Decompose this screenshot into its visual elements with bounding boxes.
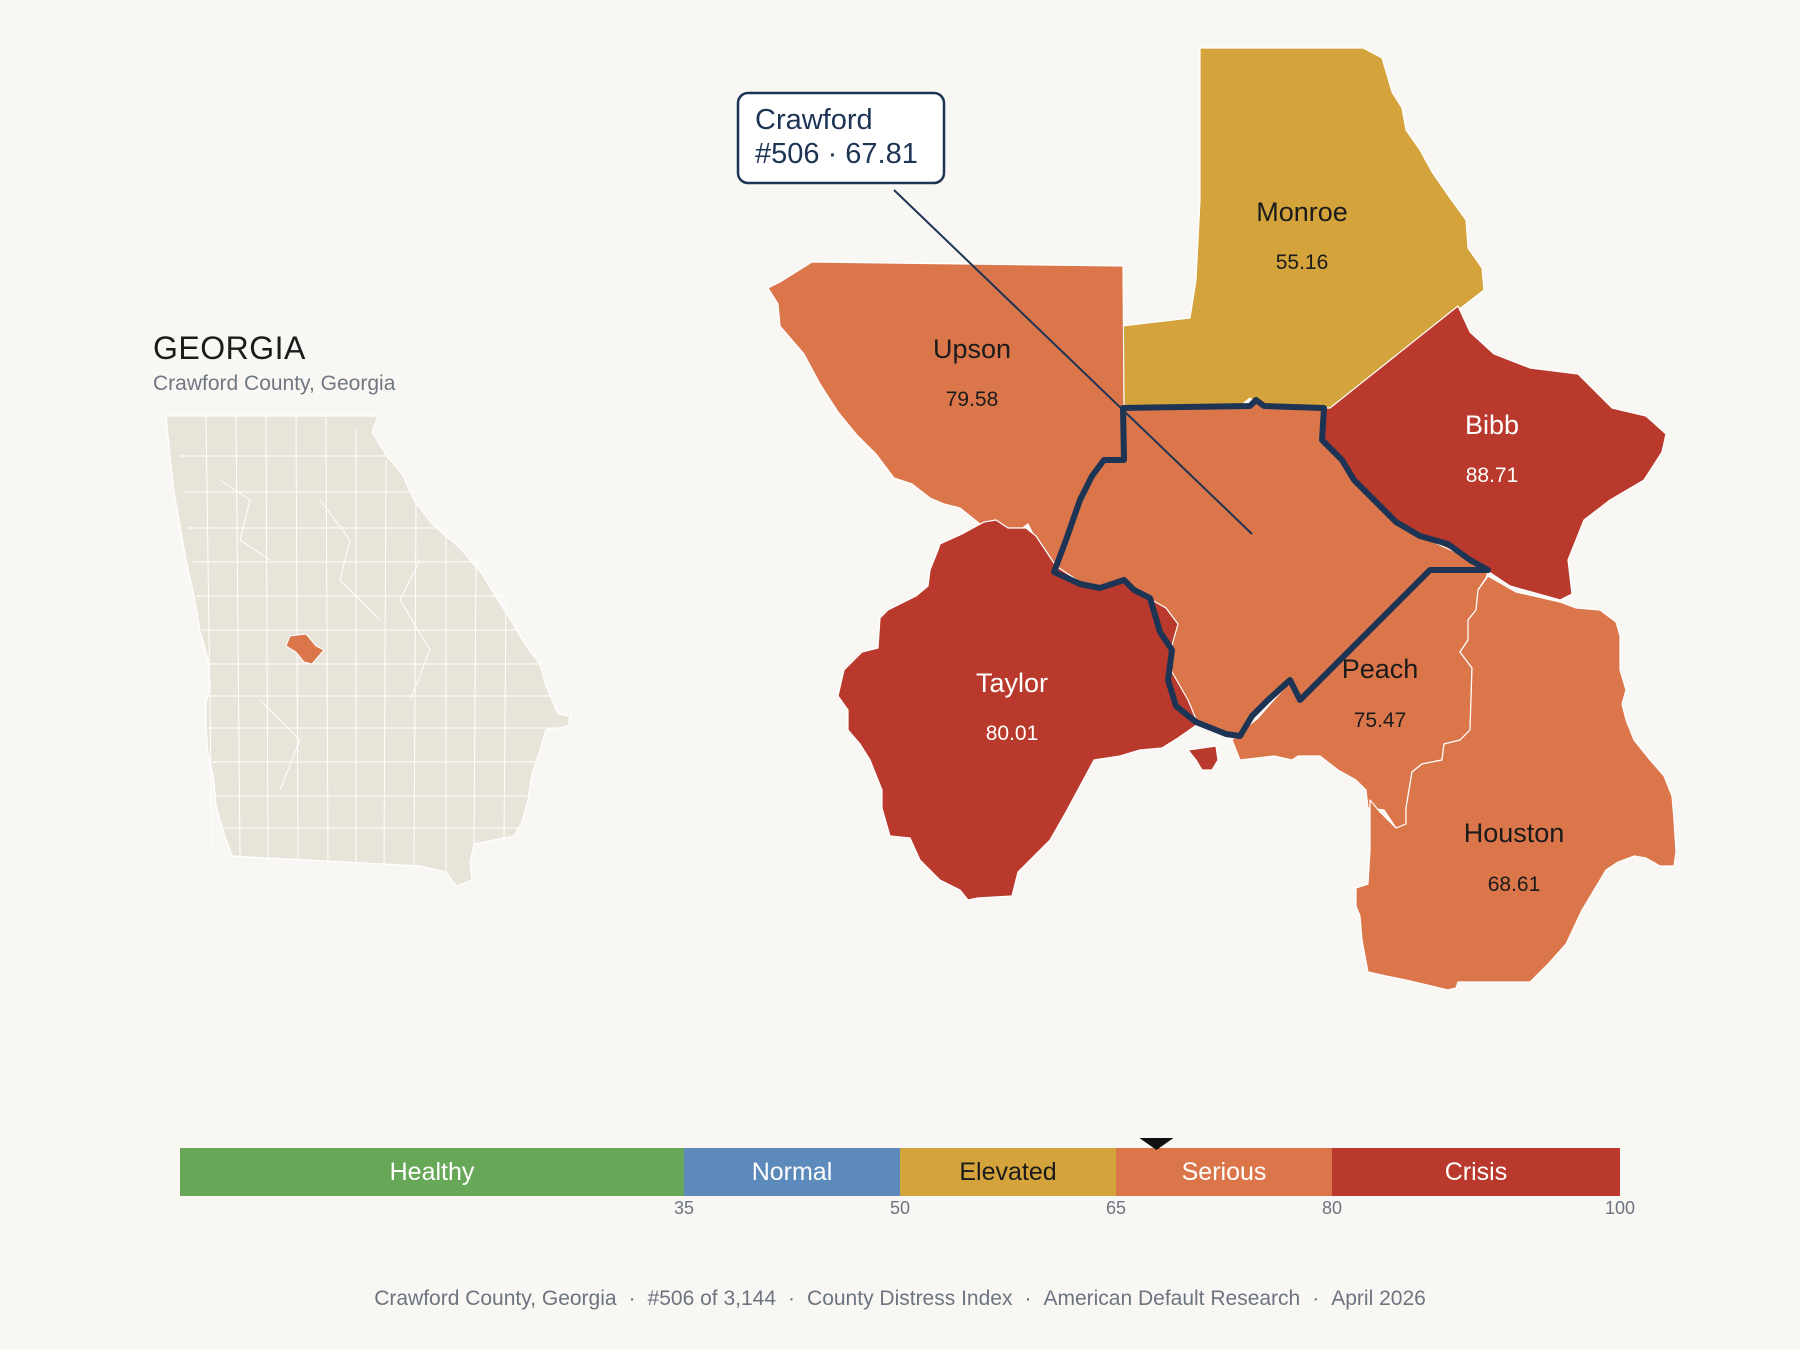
crawford-outline <box>1051 397 1491 739</box>
footer-index: County Distress Index <box>807 1287 1013 1310</box>
distress-scale-legend: Healthy Normal Elevated Serious Crisis 35 50 65… <box>180 1138 1635 1218</box>
georgia-inset-map <box>165 415 571 887</box>
county-houston <box>1355 575 1677 991</box>
label-monroe-score: 55.16 <box>1276 251 1329 274</box>
county-fragment-taylor <box>1187 745 1219 771</box>
legend-marker <box>1139 1138 1174 1150</box>
label-taylor-score: 80.01 <box>986 722 1039 745</box>
footer: Crawford County, Georgia · #506 of 3,144 · C… <box>374 1287 1426 1310</box>
legend-tick-label: 65 <box>1106 1198 1126 1218</box>
callout-leader-line <box>893 189 1253 535</box>
georgia-state-shape <box>165 415 571 887</box>
legend-band-normal <box>684 1148 900 1196</box>
county-monroe <box>1121 47 1485 409</box>
legend-band-crisis <box>1332 1148 1620 1196</box>
footer-rank: #506 of 3,144 <box>647 1287 777 1310</box>
legend-band-serious <box>1116 1148 1332 1196</box>
county-labels: Monroe 55.16 Upson 79.58 Bibb 88.71 Tayl… <box>933 197 1564 896</box>
legend-tick-label: 100 <box>1605 1198 1635 1218</box>
legend-band-label: Crisis <box>1445 1158 1508 1186</box>
footer-county: Crawford County, Georgia <box>374 1287 617 1310</box>
inset-county-lines <box>180 415 556 872</box>
label-upson-name: Upson <box>933 334 1011 364</box>
footer-source: American Default Research <box>1043 1287 1301 1310</box>
label-upson-score: 79.58 <box>946 388 999 411</box>
label-bibb-score: 88.71 <box>1466 464 1519 487</box>
legend-band-label: Serious <box>1182 1158 1267 1186</box>
county-regions <box>767 47 1677 991</box>
label-houston-score: 68.61 <box>1488 873 1541 896</box>
callout-county-name: Crawford <box>755 104 873 136</box>
legend-tick-label: 80 <box>1322 1198 1342 1218</box>
callout-rank-score: #506 · 67.81 <box>755 138 918 170</box>
crawford-inset-highlight <box>285 633 325 665</box>
label-peach-name: Peach <box>1342 654 1419 684</box>
legend-tick-label: 50 <box>890 1198 910 1218</box>
legend-tick-label: 35 <box>674 1198 694 1218</box>
legend-band-healthy <box>180 1148 684 1196</box>
inset-state-title: GEORGIA <box>153 330 306 366</box>
label-houston-name: Houston <box>1464 818 1565 848</box>
legend-band-elevated <box>900 1148 1116 1196</box>
legend-band-label: Elevated <box>959 1158 1056 1186</box>
legend-band-label: Normal <box>752 1158 833 1186</box>
label-bibb-name: Bibb <box>1465 410 1519 440</box>
label-peach-score: 75.47 <box>1354 709 1407 732</box>
footer-date: April 2026 <box>1331 1287 1426 1310</box>
label-taylor-name: Taylor <box>976 668 1048 698</box>
label-monroe-name: Monroe <box>1256 197 1348 227</box>
inset-subtitle: Crawford County, Georgia <box>153 372 396 395</box>
legend-band-label: Healthy <box>390 1158 475 1186</box>
callout-box: Crawford #506 · 67.81 <box>736 91 946 185</box>
